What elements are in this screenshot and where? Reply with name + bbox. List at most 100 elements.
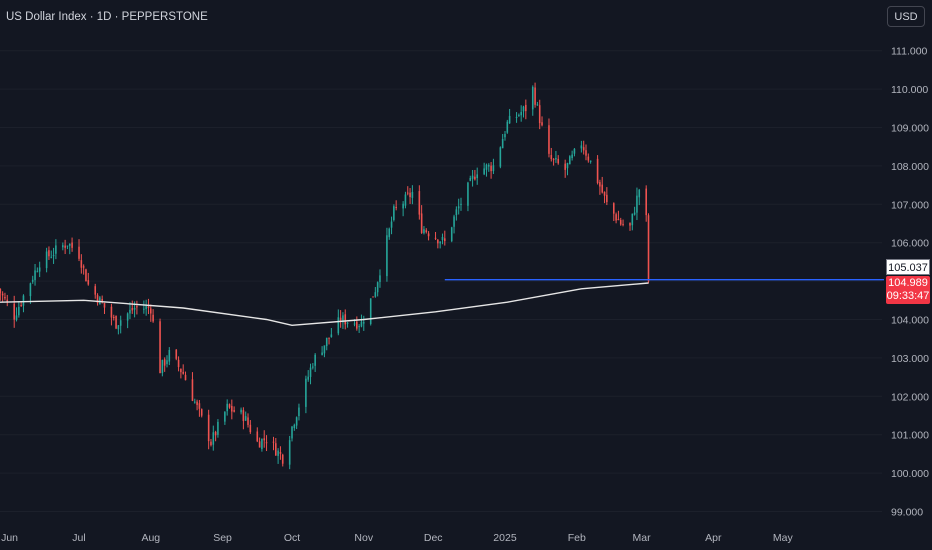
candle-body <box>126 313 129 321</box>
candle-body <box>531 86 534 110</box>
candle-body <box>177 359 180 368</box>
candle-body <box>143 308 145 310</box>
candle-body <box>45 251 48 269</box>
candle-body <box>62 245 64 248</box>
candle-body <box>372 296 374 298</box>
candle-body <box>279 452 282 454</box>
candle-body <box>485 164 488 170</box>
candle-body <box>501 138 504 149</box>
candle-body <box>212 432 215 445</box>
candle-body <box>321 352 323 355</box>
candle-body <box>133 308 136 310</box>
candle-body <box>342 315 344 323</box>
candle-body <box>261 438 263 450</box>
candle-body <box>145 306 147 310</box>
time-tick-label: Jun <box>1 532 18 544</box>
candle-body <box>217 421 219 435</box>
candle-body <box>439 241 441 244</box>
price-grid <box>0 50 882 512</box>
candle-body <box>101 298 103 303</box>
candle-body <box>0 288 2 294</box>
candle-body <box>518 114 520 116</box>
candle-body <box>346 322 349 324</box>
candle-body <box>214 431 217 436</box>
candle-body <box>207 414 210 442</box>
candle-body <box>499 147 502 167</box>
time-axis[interactable]: Jun Jul Aug Sep Oct Nov Dec 2025 Feb Mar Apr May <box>1 532 793 544</box>
candle-body <box>152 314 154 322</box>
candle-body <box>55 245 57 254</box>
candle-body <box>94 286 97 295</box>
candle-body <box>434 237 437 239</box>
candle-body <box>64 245 66 248</box>
candle-body <box>599 182 601 187</box>
candle-body <box>305 378 307 407</box>
candle-body <box>339 317 342 322</box>
candle-body <box>149 308 152 314</box>
candle-body <box>471 175 474 179</box>
candle-body <box>328 337 330 339</box>
candle-body <box>538 105 541 124</box>
candle-body <box>323 345 326 354</box>
candle-body <box>224 412 226 422</box>
candle-body <box>233 410 235 412</box>
candle-body <box>29 283 32 297</box>
candle-body <box>564 163 566 170</box>
candle-body <box>288 440 291 465</box>
candle-body <box>437 239 439 244</box>
candle-body <box>210 441 212 446</box>
countdown-timer: 09:33:47 <box>886 290 930 302</box>
symbol-title: US Dollar Index · 1D · PEPPERSTONE <box>6 11 208 23</box>
candle-body <box>534 87 536 105</box>
candle-body <box>587 156 590 161</box>
candle-body <box>36 271 39 273</box>
candle-body <box>78 246 80 259</box>
last-price-value: 104.989 <box>888 277 928 289</box>
candle-body <box>631 213 634 226</box>
candle-body <box>22 295 25 306</box>
candle-body <box>112 317 115 319</box>
candle-body <box>457 206 460 209</box>
candle-body <box>115 316 117 329</box>
candle-body <box>31 279 34 282</box>
candle-body <box>647 215 650 282</box>
candle-body <box>258 441 261 448</box>
candle-body <box>633 212 636 215</box>
candle-body <box>240 409 242 413</box>
candle-body <box>337 317 340 334</box>
candle-body <box>492 165 495 172</box>
candle-body <box>277 450 279 456</box>
candle-body <box>18 306 20 316</box>
candle-body <box>360 321 363 327</box>
candle-body <box>13 303 16 320</box>
candle-body <box>566 163 569 169</box>
candle-body <box>228 404 231 408</box>
candle-body <box>520 112 522 116</box>
candle-body <box>20 305 22 307</box>
candle-body <box>552 158 555 160</box>
candle-body <box>525 104 527 112</box>
price-tick-label: 99.000 <box>891 507 923 519</box>
currency-button[interactable]: USD <box>887 6 925 27</box>
candle-body <box>420 213 423 233</box>
price-tick-label: 101.000 <box>891 430 929 442</box>
candle-body <box>504 134 506 138</box>
candle-body <box>629 223 631 226</box>
time-tick-label: Dec <box>424 532 443 544</box>
candle-body <box>390 221 393 228</box>
candle-body <box>358 326 360 328</box>
candle-body <box>515 116 518 118</box>
time-tick-label: Sep <box>213 532 232 544</box>
price-tick-label: 108.000 <box>891 161 929 173</box>
candle-body <box>569 156 571 165</box>
candle-body <box>550 155 553 160</box>
candle-body <box>585 150 587 156</box>
candle-body <box>596 158 599 183</box>
candle-body <box>344 314 347 325</box>
candles <box>0 82 650 470</box>
candle-body <box>460 203 462 205</box>
candle-body <box>68 243 71 246</box>
candle-body <box>175 349 178 359</box>
candle-body <box>455 209 458 216</box>
